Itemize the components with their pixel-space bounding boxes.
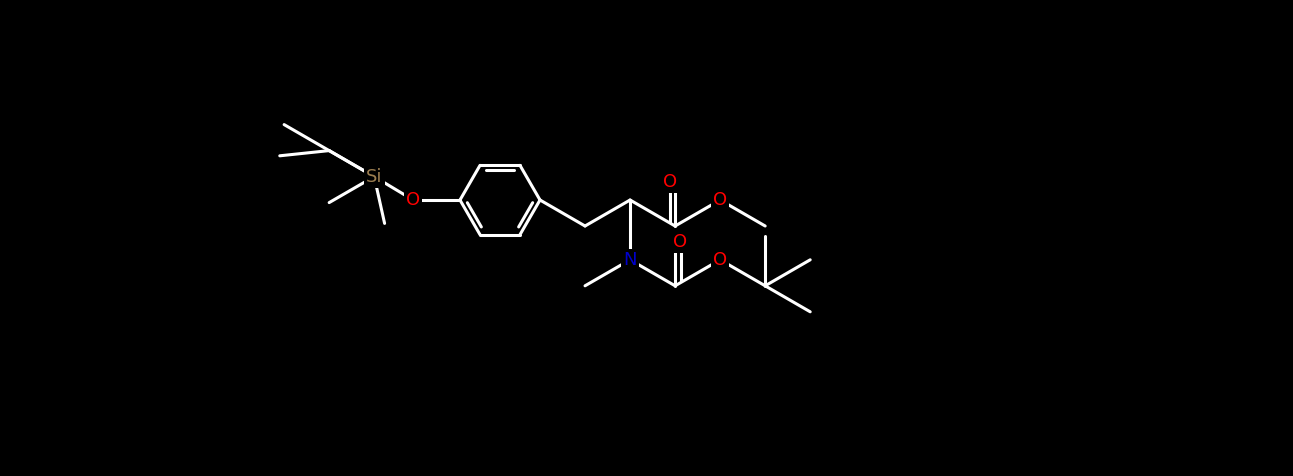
Text: Si: Si bbox=[366, 168, 383, 186]
Text: N: N bbox=[623, 251, 637, 269]
Text: O: O bbox=[674, 233, 687, 250]
Text: O: O bbox=[663, 173, 678, 191]
Text: O: O bbox=[406, 191, 420, 209]
Text: O: O bbox=[712, 191, 727, 209]
Text: O: O bbox=[712, 251, 727, 269]
